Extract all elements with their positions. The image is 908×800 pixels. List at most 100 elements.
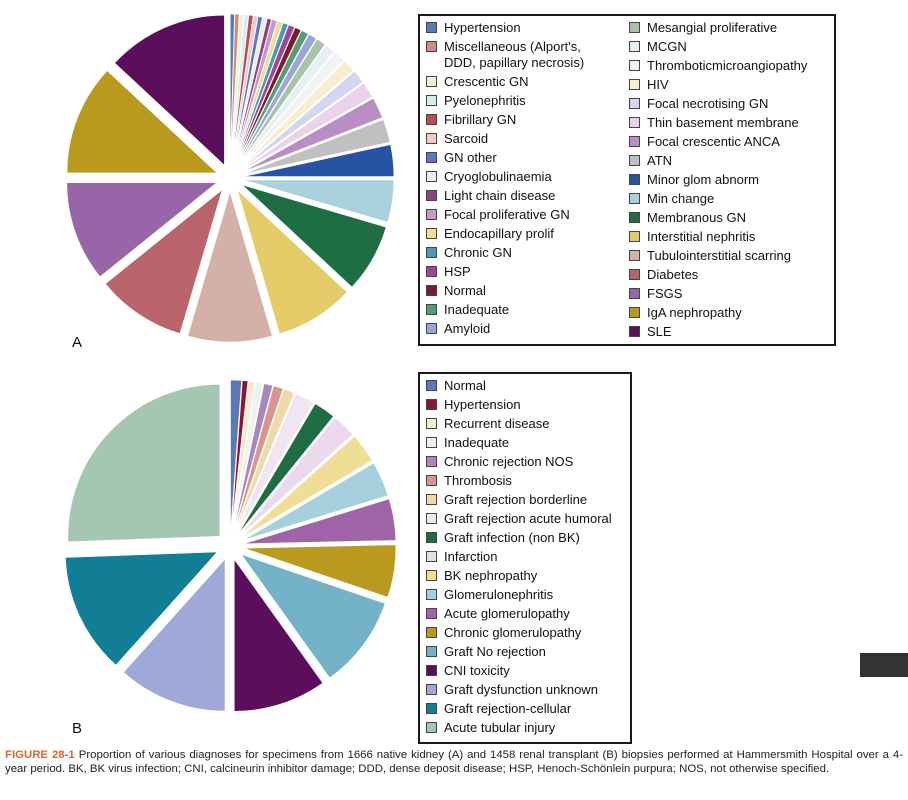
- legend-swatch: [426, 551, 437, 562]
- legend-swatch: [426, 266, 437, 277]
- pie-a-slice-cryoglobulinaemia: [232, 16, 268, 165]
- legend-item-infarction: Infarction: [426, 549, 630, 565]
- legend-item-hypertension: Hypertension: [426, 20, 629, 36]
- legend-label: Focal proliferative GN: [444, 207, 570, 222]
- pie-a-slice-amyloid: [236, 33, 317, 167]
- legend-item-focal-proliferative-gn: Focal proliferative GN: [426, 207, 629, 223]
- legend-label: Graft infection (non BK): [444, 530, 580, 545]
- legend-swatch: [426, 171, 437, 182]
- pie-b-slice-graft-rejection-acute-humoral: [236, 393, 314, 534]
- legend-swatch: [426, 399, 437, 410]
- legend-swatch: [426, 418, 437, 429]
- legend-label: HIV: [647, 77, 669, 92]
- legend-label: Endocapillary prolif: [444, 226, 554, 241]
- legend-swatch: [426, 247, 437, 258]
- legend-label: ATN: [647, 153, 673, 168]
- legend-label: SLE: [647, 324, 672, 339]
- legend-label: Mesangial proliferative: [647, 20, 778, 35]
- pie-a-slice-endocapillary-prolif: [233, 20, 284, 165]
- panel-label-b: B: [72, 720, 83, 737]
- legend-label: HSP: [444, 264, 471, 279]
- legend-item-miscellaneous-alport-s-ddd-papillary-necrosis: Miscellaneous (Alport's, DDD, papillary …: [426, 39, 629, 71]
- legend-swatch: [426, 722, 437, 733]
- pie-a-slice-sle: [114, 14, 225, 166]
- pie-b-slice-recurrent-disease: [231, 380, 256, 533]
- legend-item-focal-necrotising-gn: Focal necrotising GN: [629, 96, 832, 112]
- legend-label: Diabetes: [647, 267, 699, 282]
- pie-b-slice-acute-glomerulopathy: [243, 498, 397, 545]
- pie-a-slice-inadequate: [236, 30, 309, 166]
- legend-label: Graft rejection acute humoral: [444, 511, 612, 526]
- legend-swatch: [426, 570, 437, 581]
- legend-item-sarcoid: Sarcoid: [426, 131, 629, 147]
- pie-a-slice-atn: [243, 119, 391, 175]
- pie-b-slice-normal: [230, 379, 242, 533]
- legend-label: BK nephropathy: [444, 568, 538, 583]
- legend-item-endocapillary-prolif: Endocapillary prolif: [426, 226, 629, 242]
- legend-label: Acute tubular injury: [444, 720, 556, 735]
- legend-label: Graft rejection borderline: [444, 492, 588, 507]
- legend-swatch: [426, 95, 437, 106]
- legend-item-graft-no-rejection: Graft No rejection: [426, 644, 630, 660]
- legend-item-normal: Normal: [426, 378, 630, 394]
- pie-b-slice-acute-tubular-injury: [67, 383, 221, 543]
- legend-swatch: [426, 684, 437, 695]
- legend-label: FSGS: [647, 286, 683, 301]
- legend-item-graft-rejection-cellular: Graft rejection-cellular: [426, 701, 630, 717]
- legend-label: Focal necrotising GN: [647, 96, 769, 111]
- legend-swatch: [629, 155, 640, 166]
- legend-swatch: [426, 114, 437, 125]
- pie-a-slice-fibrillary-gn: [231, 14, 254, 165]
- legend-label: Acute glomerulopathy: [444, 606, 570, 621]
- legend-swatch: [629, 22, 640, 33]
- legend-label: Crescentic GN: [444, 74, 529, 89]
- legend-swatch: [629, 174, 640, 185]
- legend-swatch: [426, 513, 437, 524]
- legend-swatch: [629, 231, 640, 242]
- legend-item-fsgs: FSGS: [629, 286, 832, 302]
- legend-item-graft-rejection-acute-humoral: Graft rejection acute humoral: [426, 511, 630, 527]
- legend-label: Infarction: [444, 549, 498, 564]
- pie-a-slice-minor-glom-abnorm: [243, 144, 395, 177]
- legend-swatch: [629, 117, 640, 128]
- legend-item-diabetes: Diabetes: [629, 267, 832, 283]
- legend-item-mesangial-proliferative: Mesangial proliferative: [629, 20, 832, 36]
- pie-a-slice-iga-nephropathy: [66, 70, 218, 174]
- pie-a-slice-tubulointerstitial-scarring: [187, 190, 273, 343]
- legend-swatch: [629, 212, 640, 223]
- legend-label: Cryoglobulinaemia: [444, 169, 552, 184]
- pie-a-slice-focal-necrotising-gn: [240, 70, 364, 170]
- legend-swatch: [629, 193, 640, 204]
- figure-label: FIGURE 28-1: [5, 749, 75, 761]
- legend-label: Thin basement membrane: [647, 115, 799, 130]
- legend-item-acute-glomerulopathy: Acute glomerulopathy: [426, 606, 630, 622]
- legend-swatch: [426, 456, 437, 467]
- legend-item-graft-rejection-borderline: Graft rejection borderline: [426, 492, 630, 508]
- legend-label: MCGN: [647, 39, 687, 54]
- legend-swatch: [426, 380, 437, 391]
- legend-item-pyelonephritis: Pyelonephritis: [426, 93, 629, 109]
- legend-item-hsp: HSP: [426, 264, 629, 280]
- pie-b-slice-graft-no-rejection: [240, 553, 386, 679]
- legend-item-graft-infection-non-bk: Graft infection (non BK): [426, 530, 630, 546]
- legend-swatch: [426, 285, 437, 296]
- pie-chart-a: [66, 13, 395, 343]
- legend-item-hypertension: Hypertension: [426, 397, 630, 413]
- legend-label: Chronic rejection NOS: [444, 454, 574, 469]
- legend-item-min-change: Min change: [629, 191, 832, 207]
- legend-label: Chronic GN: [444, 245, 512, 260]
- legend-label: IgA nephropathy: [647, 305, 742, 320]
- legend-swatch: [426, 304, 437, 315]
- pie-b-slice-cni-toxicity: [233, 558, 324, 712]
- legend-label: Inadequate: [444, 302, 510, 317]
- pie-a-slice-normal: [235, 27, 302, 166]
- legend-label: Minor glom abnorm: [647, 172, 759, 187]
- legend-item-amyloid: Amyloid: [426, 321, 629, 337]
- legend-swatch: [629, 250, 640, 261]
- legend-swatch: [426, 22, 437, 33]
- pie-a-slice-thin-basement-membrane: [241, 82, 373, 171]
- side-tab-marker: [860, 653, 908, 677]
- legend-b: Normal Hypertension Recurrent disease Inade…: [418, 372, 632, 744]
- legend-label: Hypertension: [444, 397, 521, 412]
- pie-chart-b: [65, 379, 397, 712]
